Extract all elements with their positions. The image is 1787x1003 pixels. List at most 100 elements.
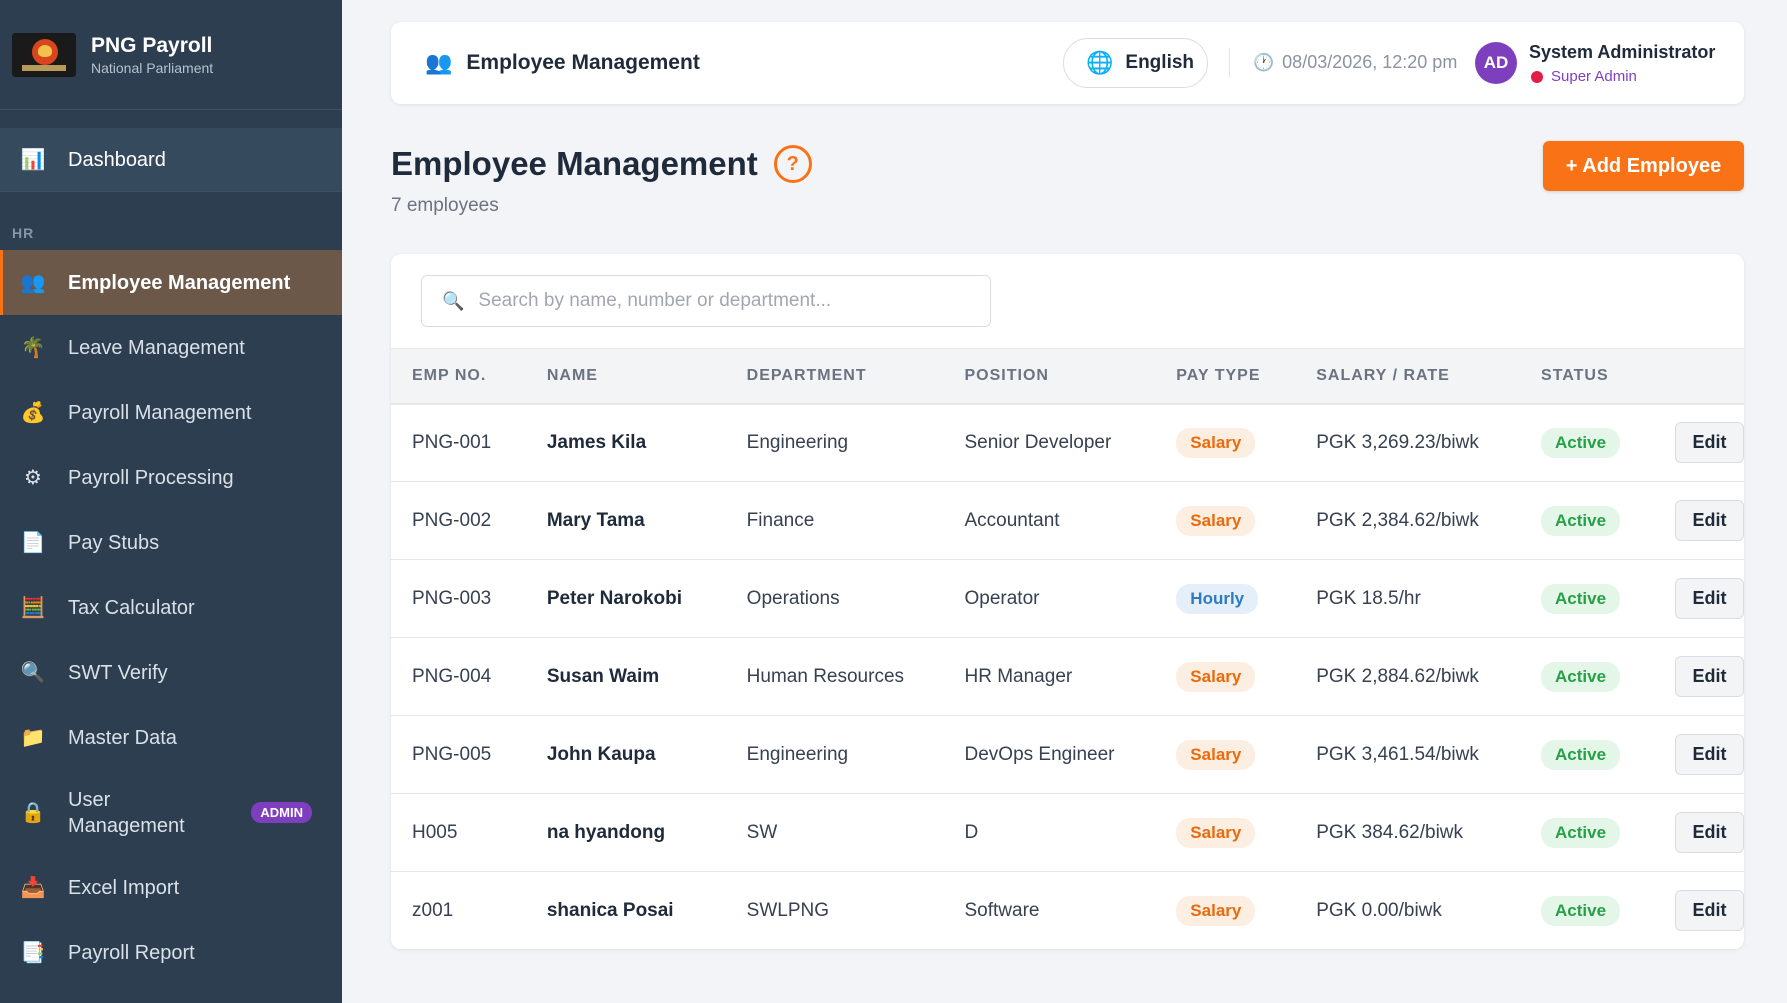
department-cell: Engineering — [746, 743, 849, 765]
status-badge: Active — [1541, 427, 1621, 458]
sidebar-item-user-management[interactable]: 🔒 User Management ADMIN — [0, 770, 342, 855]
document-icon: 📄 — [20, 532, 46, 554]
pay-type-cell: Salary — [1155, 716, 1295, 794]
sidebar-item-label: Master Data — [68, 726, 177, 749]
admin-badge: ADMIN — [251, 802, 312, 823]
sidebar-item-excel-import[interactable]: 📥 Excel Import — [0, 855, 342, 920]
salary-cell: PGK 2,384.62/biwk — [1316, 509, 1479, 531]
actions-cell: Edit — [1654, 794, 1744, 872]
lock-icon: 🔒 — [20, 802, 46, 824]
pay-type-cell: Salary — [1155, 404, 1295, 482]
role-dot-icon — [1531, 70, 1543, 83]
salary-cell: PGK 3,461.54/biwk — [1316, 743, 1479, 765]
sidebar: PNG Payroll National Parliament 📊 Dashbo… — [0, 0, 342, 1003]
sidebar-item-employee-management[interactable]: 👥 Employee Management — [0, 250, 342, 315]
sidebar-item-leave-management[interactable]: 🌴 Leave Management — [0, 315, 342, 380]
user-role: Super Admin — [1531, 68, 1637, 85]
sidebar-item-payroll-report[interactable]: 📑 Payroll Report — [0, 920, 342, 985]
pay-type-cell: Salary — [1155, 482, 1295, 560]
sidebar-item-payroll-management[interactable]: 💰 Payroll Management — [0, 380, 342, 445]
pay-type-badge: Salary — [1176, 817, 1256, 848]
name-cell: Susan Waim — [546, 665, 660, 687]
sidebar-item-payroll-processing[interactable]: ⚙ Payroll Processing — [0, 445, 342, 510]
table-row: PNG-003 Peter Narokobi Operations Operator H… — [391, 560, 1744, 638]
edit-button[interactable]: Edit — [1674, 422, 1744, 464]
edit-button[interactable]: Edit — [1674, 500, 1744, 541]
column-header: PAY TYPE — [1176, 366, 1261, 384]
name-cell: shanica Posai — [546, 899, 674, 921]
edit-button[interactable]: Edit — [1674, 812, 1744, 853]
sidebar-item-label: Pay Stubs — [68, 531, 160, 554]
edit-button[interactable]: Edit — [1674, 656, 1744, 697]
position-cell: Software — [964, 899, 1040, 921]
column-header: SALARY / RATE — [1316, 366, 1450, 384]
name-cell: Mary Tama — [546, 509, 645, 531]
status-cell: Active — [1520, 716, 1654, 794]
department-cell: Engineering — [746, 431, 849, 453]
sidebar-nav: 👥 Employee Management 🌴 Leave Management 💰 Pa… — [0, 250, 342, 985]
magnifier-icon: 🔍 — [20, 662, 46, 684]
palm-tree-icon: 🌴 — [20, 337, 46, 359]
pay-type-badge: Salary — [1176, 661, 1256, 692]
salary-cell: PGK 3,269.23/biwk — [1316, 431, 1479, 453]
emp-no-cell: PNG-005 — [412, 743, 492, 765]
sidebar-item-swt-verify[interactable]: 🔍 SWT Verify — [0, 640, 342, 705]
people-icon: 👥 — [425, 50, 453, 75]
status-cell: Active — [1520, 560, 1654, 638]
people-icon: 👥 — [20, 272, 46, 294]
sidebar-item-dashboard[interactable]: 📊 Dashboard — [0, 128, 342, 192]
name-cell: John Kaupa — [546, 743, 656, 765]
sidebar-section-label: HR — [12, 225, 35, 241]
search-input[interactable] — [478, 290, 979, 312]
emp-no-cell: z001 — [412, 899, 454, 921]
position-cell: HR Manager — [964, 665, 1073, 687]
employee-table-card: 🔍 EMP NO. NAME DEPARTMENT POSITION PAY TYPE S… — [391, 254, 1744, 949]
edit-button[interactable]: Edit — [1674, 578, 1744, 619]
search-icon: 🔍 — [442, 290, 465, 311]
user-name: System Administrator — [1529, 42, 1716, 62]
table-header-row: EMP NO. NAME DEPARTMENT POSITION PAY TYPE SAL… — [391, 348, 1744, 404]
edit-button[interactable]: Edit — [1674, 734, 1744, 775]
column-header: EMP NO. — [412, 366, 487, 384]
datetime: 🕐 08/03/2026, 12:20 pm — [1253, 52, 1457, 73]
calculator-icon: 🧮 — [20, 597, 46, 619]
inbox-icon: 📥 — [20, 877, 46, 899]
employee-count: 7 employees — [391, 195, 499, 216]
status-badge: Active — [1541, 817, 1621, 848]
add-employee-button[interactable]: + Add Employee — [1543, 141, 1744, 191]
status-badge: Active — [1541, 739, 1621, 770]
sidebar-item-master-data[interactable]: 📁 Master Data — [0, 705, 342, 770]
help-icon[interactable]: ? — [773, 145, 812, 183]
topbar-title: 👥 Employee Management — [425, 50, 700, 76]
table-row: PNG-002 Mary Tama Finance Accountant Salary P… — [391, 482, 1744, 560]
sidebar-item-label: Payroll Processing — [68, 466, 234, 489]
brand-subtitle: National Parliament — [91, 59, 214, 76]
table-body: PNG-001 James Kila Engineering Senior Devel… — [391, 404, 1744, 950]
pay-type-badge: Salary — [1176, 895, 1256, 926]
pay-type-badge: Salary — [1176, 505, 1256, 536]
sidebar-item-label: Dashboard — [68, 148, 166, 171]
name-cell: na hyandong — [546, 821, 666, 843]
edit-button[interactable]: Edit — [1674, 890, 1744, 932]
status-cell: Active — [1520, 794, 1654, 872]
table-row: z001 shanica Posai SWLPNG Software Salary PGK… — [391, 872, 1744, 950]
pay-type-badge: Salary — [1176, 427, 1256, 458]
sidebar-item-pay-stubs[interactable]: 📄 Pay Stubs — [0, 510, 342, 575]
language-button[interactable]: 🌐 English — [1063, 38, 1208, 88]
actions-cell: Edit — [1654, 716, 1744, 794]
column-header: DEPARTMENT — [746, 366, 867, 384]
status-badge: Active — [1541, 661, 1621, 692]
sidebar-item-label: SWT Verify — [68, 661, 168, 684]
position-cell: D — [964, 821, 979, 843]
name-cell: Peter Narokobi — [546, 587, 683, 609]
avatar[interactable]: AD — [1475, 42, 1517, 84]
salary-cell: PGK 0.00/biwk — [1316, 899, 1442, 921]
table-row: PNG-004 Susan Waim Human Resources HR Manag… — [391, 638, 1744, 716]
status-cell: Active — [1520, 872, 1654, 950]
pay-type-cell: Salary — [1155, 872, 1295, 950]
sidebar-item-tax-calculator[interactable]: 🧮 Tax Calculator — [0, 575, 342, 640]
gear-icon: ⚙ — [24, 467, 42, 489]
status-cell: Active — [1520, 404, 1654, 482]
column-header: STATUS — [1541, 366, 1609, 384]
user-role-text: Super Admin — [1551, 68, 1637, 85]
